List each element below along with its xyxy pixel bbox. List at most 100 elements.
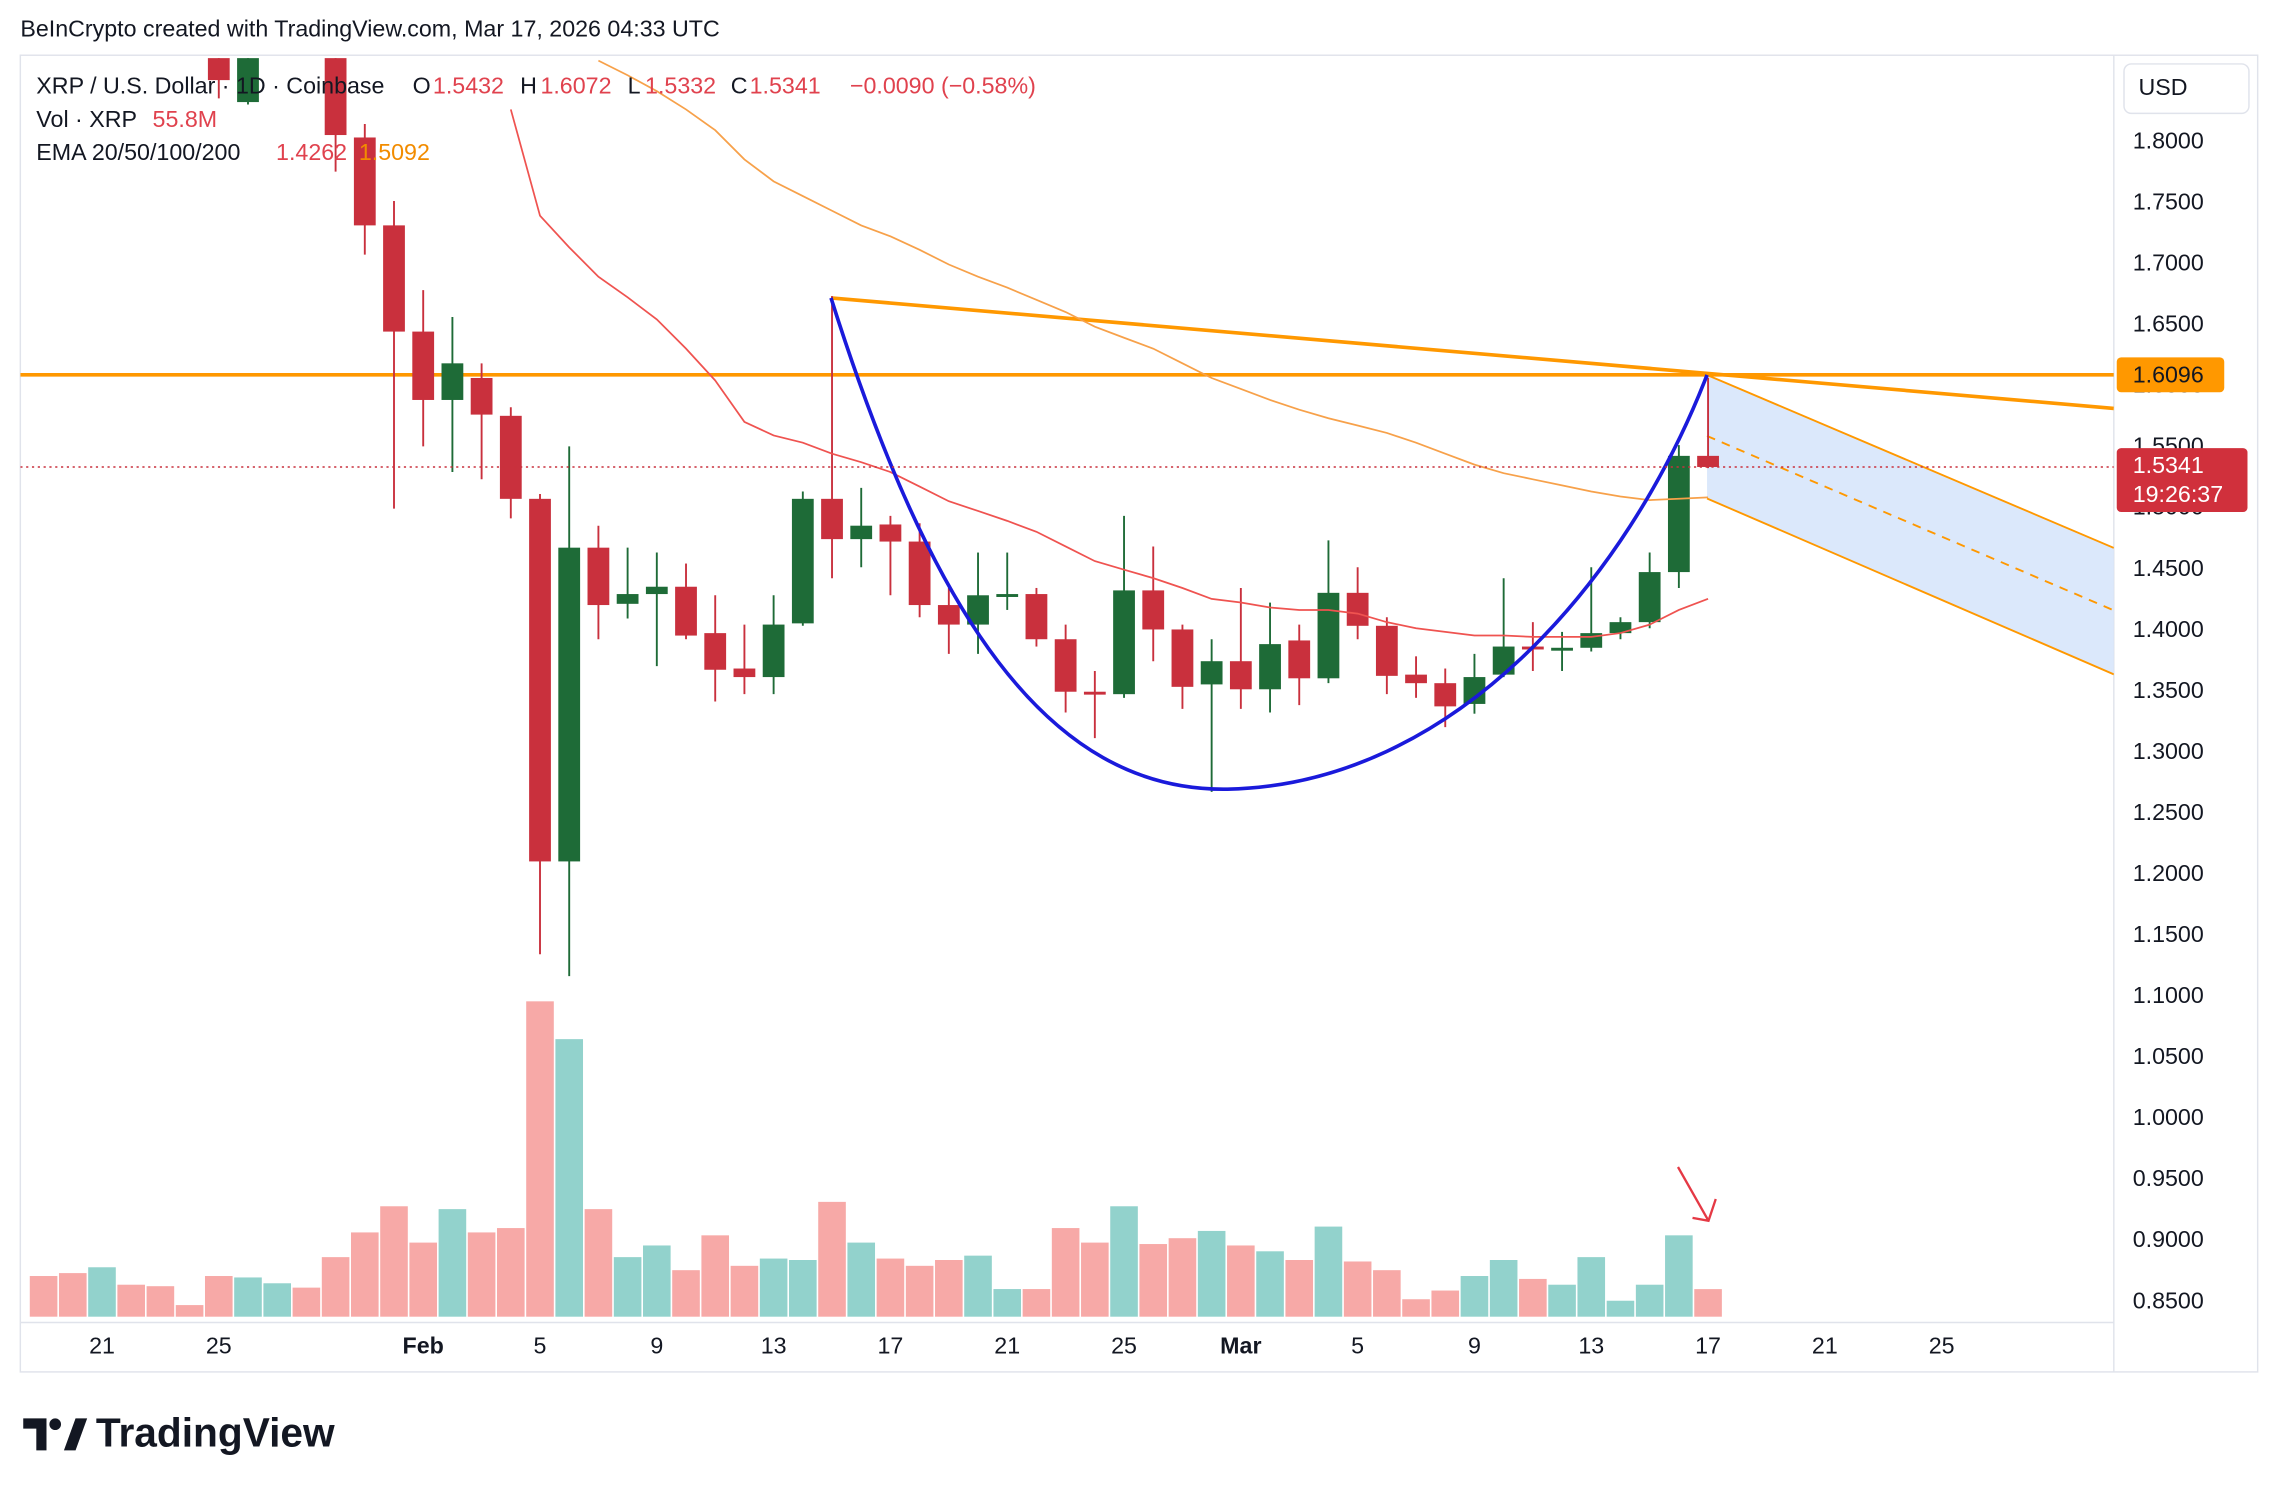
candle-body <box>1609 622 1632 634</box>
candle-body <box>412 331 435 400</box>
volume-bar <box>1314 1226 1343 1317</box>
volume-bar <box>263 1283 291 1317</box>
volume-bar <box>1665 1235 1693 1317</box>
volume-bar <box>993 1289 1022 1317</box>
candle-body <box>1346 592 1369 626</box>
chart-frame <box>19 54 2259 1373</box>
volume-bar <box>350 1232 379 1317</box>
level-label-box <box>2116 357 2225 393</box>
volume-bar <box>672 1270 700 1317</box>
volume-bar <box>935 1259 963 1317</box>
candle-body <box>879 524 902 542</box>
channel-mid <box>1706 435 2114 612</box>
change: −0.0090 (−0.58%) <box>850 72 1036 98</box>
y-tick-label: 1.3500 <box>2133 677 2204 703</box>
ema-value: 1.4262 <box>276 139 347 165</box>
volume-bar <box>1343 1261 1372 1317</box>
volume-bar <box>1168 1238 1197 1317</box>
candle-body <box>704 633 727 670</box>
cup-curve <box>829 297 1709 791</box>
candle-body <box>1317 592 1340 679</box>
arrow <box>1676 1166 1717 1223</box>
volume-bar <box>438 1209 467 1317</box>
volume-bar <box>1577 1257 1606 1317</box>
x-tick-label: 5 <box>534 1332 547 1358</box>
candle-body <box>850 525 873 540</box>
candle-body <box>1200 661 1223 685</box>
volume-bar <box>1548 1284 1576 1317</box>
plot-area <box>20 58 2114 1317</box>
x-tick-label: Feb <box>403 1332 444 1358</box>
volume-bar <box>58 1273 87 1317</box>
candle-body <box>1375 625 1398 676</box>
volume-bar <box>380 1206 408 1317</box>
volume-bar <box>1694 1289 1722 1317</box>
candle-body <box>791 498 814 624</box>
y-tick-label: 1.2500 <box>2133 799 2204 825</box>
symbol: XRP / U.S. Dollar · 1D · Coinbase <box>36 72 384 98</box>
currency[interactable]: USD <box>2139 74 2188 100</box>
candle-body <box>733 668 756 678</box>
volume-bar <box>1110 1206 1138 1317</box>
volume-bar <box>409 1242 438 1317</box>
trend-line <box>830 296 2114 411</box>
volume-bar <box>1227 1245 1255 1317</box>
volume-bar <box>117 1284 145 1317</box>
volume-bar <box>555 1039 584 1317</box>
volume-bar <box>1402 1299 1430 1317</box>
x-tick-label: 21 <box>1812 1332 1838 1358</box>
candle-body <box>353 137 376 226</box>
y-tick-label: 1.3000 <box>2133 738 2204 764</box>
x-tick-label: 17 <box>1695 1332 1721 1358</box>
price-label: 1.5341 <box>2133 452 2204 478</box>
ema-legend: EMA 20/50/100/200 <box>36 139 240 165</box>
candle-body <box>237 58 259 103</box>
candle-body <box>587 547 610 606</box>
candle-body <box>1551 647 1573 651</box>
volume-bar <box>643 1245 671 1317</box>
ohlc-label: C <box>731 72 748 98</box>
candle-body <box>645 586 668 595</box>
candle-body <box>762 624 785 678</box>
x-tick-label: 25 <box>206 1332 232 1358</box>
candle-body <box>1697 455 1719 467</box>
volume-bar <box>1489 1259 1518 1317</box>
x-tick-label: 21 <box>994 1332 1020 1358</box>
channel-fill <box>1707 374 2114 675</box>
ohlc-label: L <box>628 72 641 98</box>
volume-bar <box>497 1228 525 1317</box>
volume-bar <box>905 1265 934 1317</box>
candle-body <box>1083 691 1106 695</box>
volume-bar <box>1022 1289 1051 1317</box>
y-tick-label: 1.6500 <box>2133 311 2204 337</box>
volume-bar <box>1606 1300 1635 1317</box>
y-tick-label: 1.4000 <box>2133 616 2204 642</box>
countdown: 19:26:37 <box>2133 481 2223 507</box>
candle-body <box>1259 644 1281 690</box>
candle-body <box>1405 674 1427 684</box>
candle-body <box>967 595 989 625</box>
volume-bar <box>204 1276 233 1317</box>
y-tick-label: 0.9000 <box>2133 1226 2204 1252</box>
x-tick-label: 13 <box>1578 1332 1604 1358</box>
candle-body <box>1638 572 1661 623</box>
volume-bar <box>234 1277 262 1317</box>
volume-bar <box>1081 1242 1109 1317</box>
candle-body <box>324 58 347 136</box>
volume-value: 55.8M <box>153 106 218 132</box>
y-tick-label: 1.7000 <box>2133 250 2204 276</box>
ohlc-label: O <box>413 72 431 98</box>
volume-bar <box>613 1257 642 1317</box>
candle-body <box>1171 629 1194 687</box>
x-tick-label: 9 <box>1468 1332 1481 1358</box>
channel-edge <box>1706 497 2114 676</box>
volume-bar <box>146 1286 175 1317</box>
candle-body <box>383 225 405 332</box>
volume-bar <box>789 1259 817 1317</box>
price-labels: 1.6096 1.5341 19:26:37 <box>2116 357 2248 513</box>
currency-box[interactable] <box>2123 63 2250 115</box>
volume-bar <box>730 1265 759 1317</box>
candle-body <box>1492 646 1515 675</box>
volume-legend: Vol · XRP <box>36 106 137 132</box>
